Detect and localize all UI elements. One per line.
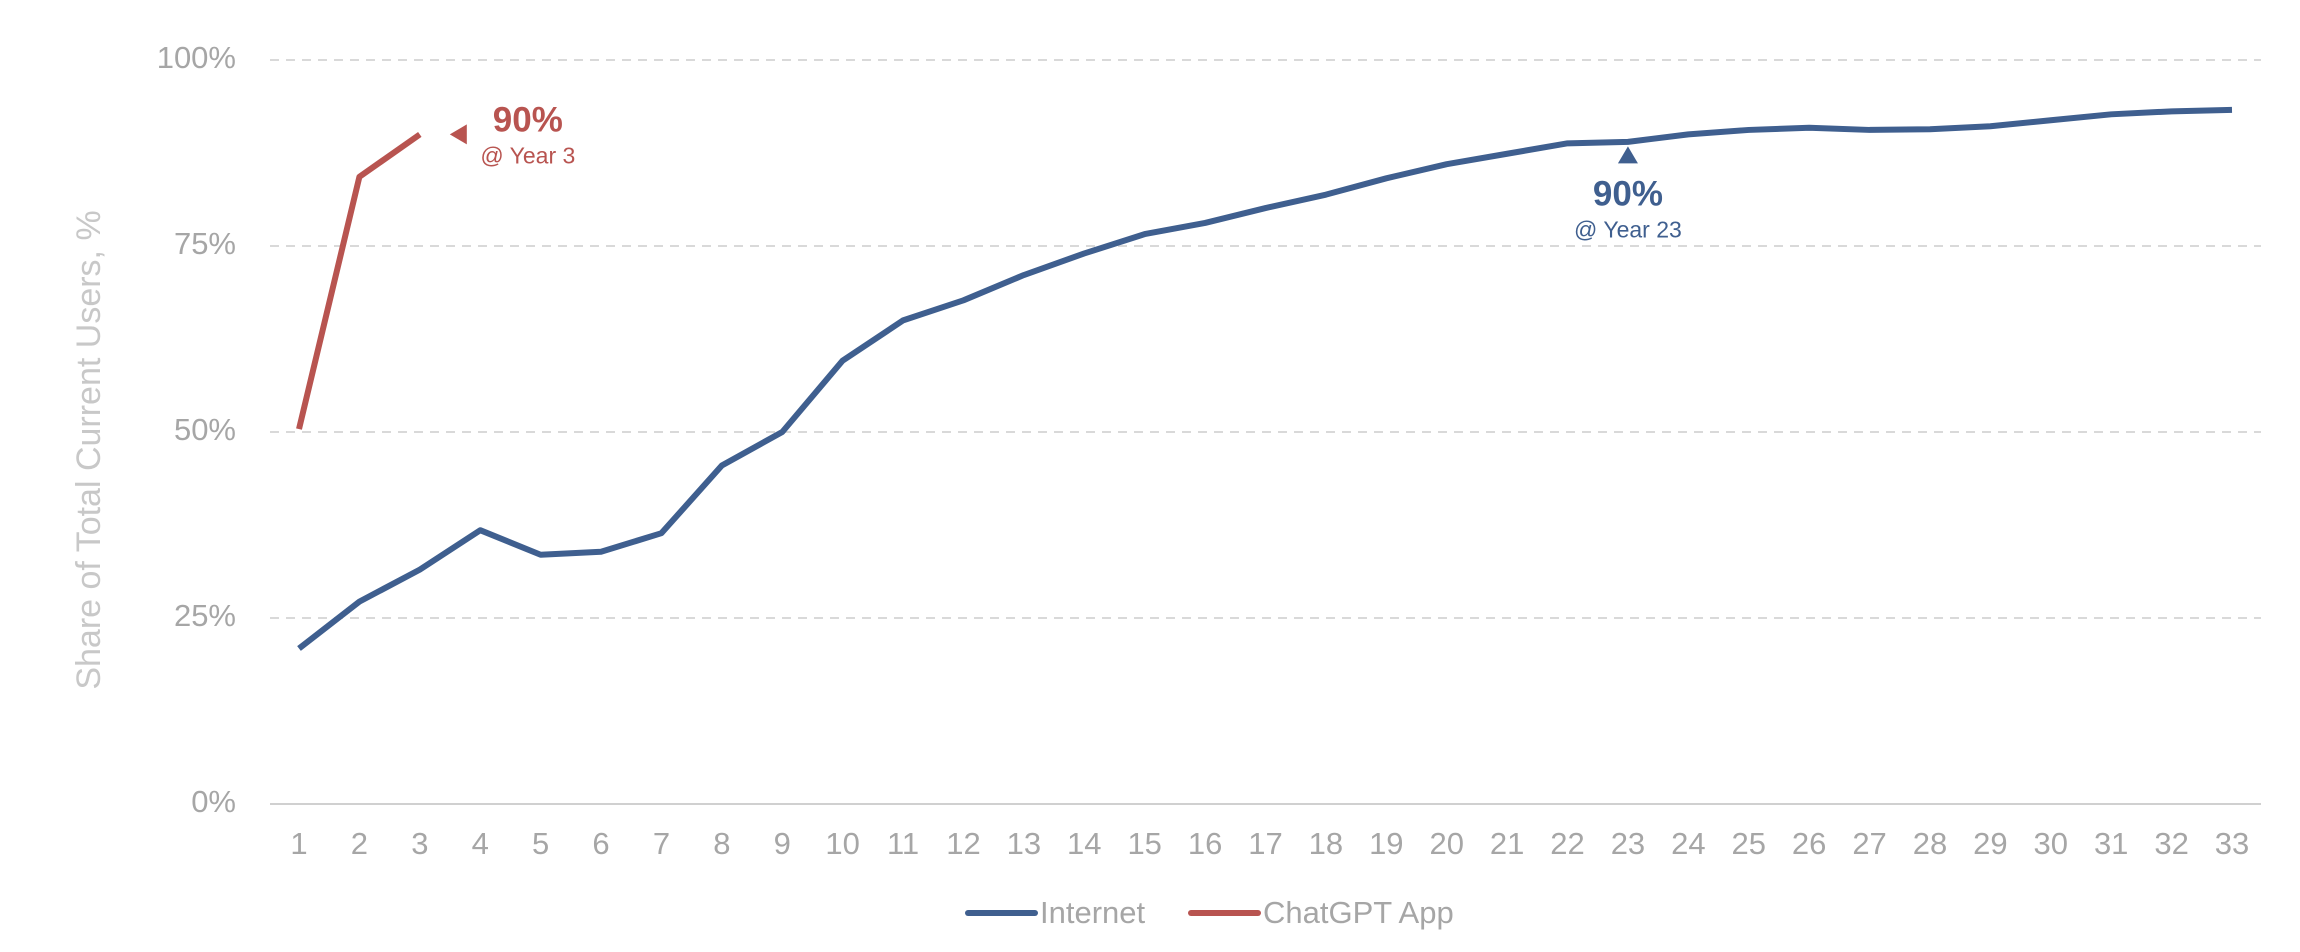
y-tick-label: 100% [157,40,236,75]
x-tick-label: 18 [1309,826,1343,861]
x-tick-label: 32 [2154,826,2188,861]
annotation-subtext: @ Year 3 [480,142,575,168]
x-tick-label: 28 [1913,826,1947,861]
x-tick-label: 9 [774,826,791,861]
x-tick-label: 13 [1007,826,1041,861]
series-line [297,106,2233,651]
annotation-value: 90% [493,101,563,140]
annotation-value: 90% [1593,175,1663,214]
x-tick-label: 26 [1792,826,1826,861]
x-tick-label: 27 [1852,826,1886,861]
x-tick-label: 10 [825,826,859,861]
x-tick-label: 15 [1127,826,1161,861]
annotation-arrow [449,124,467,145]
x-tick-label: 29 [1973,826,2007,861]
series-line [296,131,422,430]
x-tick-label: 21 [1490,826,1524,861]
x-tick-label: 1 [290,826,307,861]
x-tick-label: 4 [472,826,489,861]
x-tick-label: 19 [1369,826,1403,861]
x-tick-label: 23 [1611,826,1645,861]
legend-label: Internet [1040,895,1146,930]
y-tick-label: 25% [174,598,236,633]
x-tick-label: 11 [887,826,919,861]
x-tick-label: 25 [1732,826,1766,861]
x-tick-label: 33 [2215,826,2249,861]
x-tick-label: 2 [351,826,368,861]
x-tick-label: 17 [1248,826,1282,861]
y-axis-title: Share of Total Current Users, % [70,210,108,689]
annotation-arrow [1617,146,1638,164]
x-tick-label: 30 [2034,826,2068,861]
x-tick-label: 5 [532,826,549,861]
x-tick-label: 14 [1067,826,1101,861]
x-tick-label: 8 [713,826,730,861]
y-tick-label: 75% [174,226,236,261]
annotation-subtext: @ Year 23 [1574,216,1682,242]
x-tick-label: 6 [592,826,609,861]
y-tick-label: 0% [191,784,236,819]
x-tick-label: 20 [1429,826,1463,861]
x-tick-label: 7 [653,826,670,861]
x-tick-label: 24 [1671,826,1705,861]
x-tick-label: 12 [946,826,980,861]
x-tick-label: 22 [1550,826,1584,861]
legend-label: ChatGPT App [1263,895,1454,930]
x-tick-label: 31 [2094,826,2128,861]
y-tick-label: 50% [174,412,236,447]
x-tick-label: 16 [1188,826,1222,861]
x-tick-label: 3 [411,826,428,861]
